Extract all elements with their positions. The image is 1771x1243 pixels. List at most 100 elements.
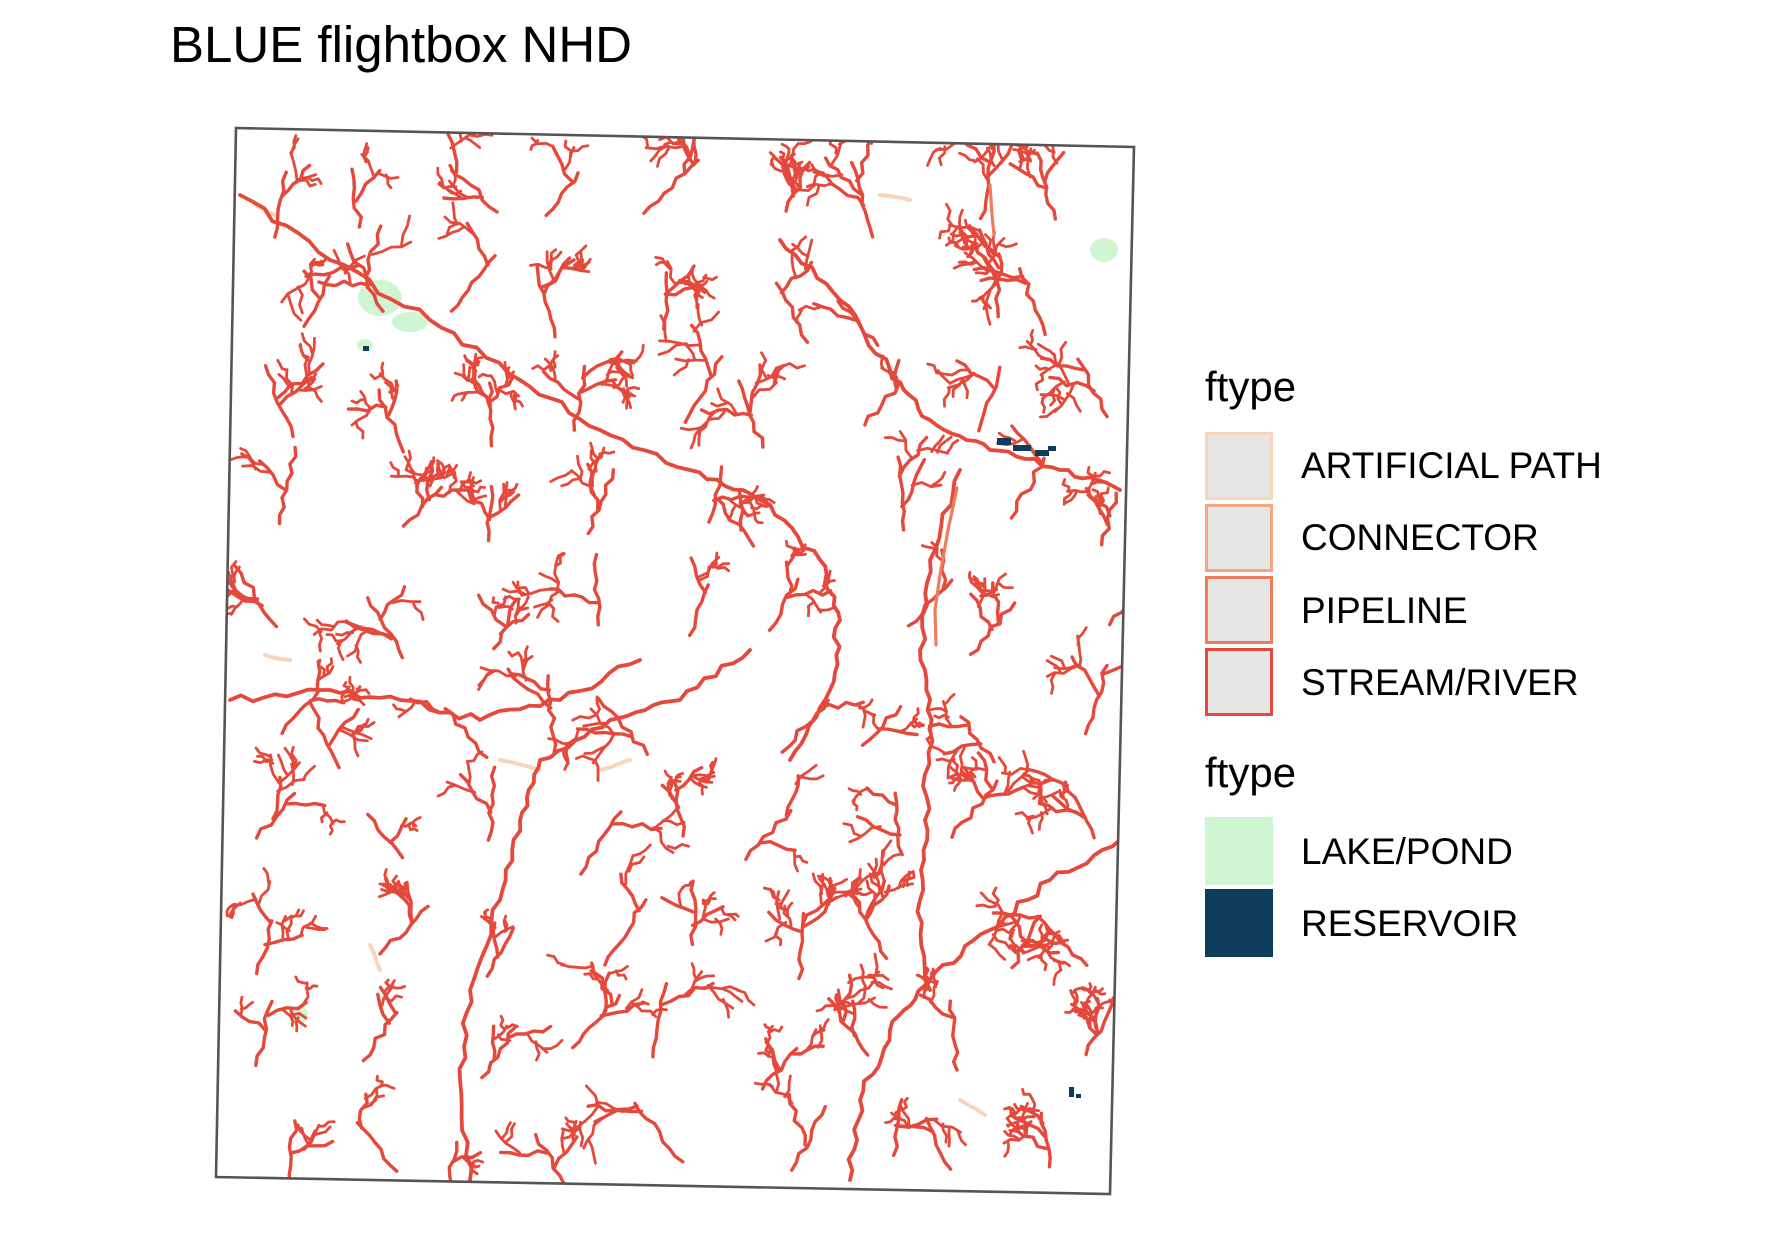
stream-segment (1005, 112, 1012, 122)
stream-segment (590, 961, 614, 1006)
stream-segment (346, 628, 370, 658)
stream-segment (1084, 486, 1112, 518)
stream-segment (494, 1129, 521, 1154)
main-stream (846, 838, 1122, 1182)
legend-label-reservoir: RESERVOIR (1301, 903, 1519, 944)
stream-segment (666, 776, 673, 797)
stream-segment (986, 142, 1014, 179)
stream-segment (623, 385, 641, 393)
stream-segment (266, 1000, 308, 1018)
stream-segment (977, 365, 1002, 433)
stream-segment (1063, 780, 1096, 840)
stream-segment (1100, 491, 1118, 547)
stream-segment (863, 382, 901, 427)
stream-segment (893, 791, 904, 857)
stream-segment (442, 195, 484, 201)
stream-segment (343, 620, 392, 638)
stream-segment (627, 855, 646, 873)
stream-segment (486, 381, 495, 448)
stream-segment (1071, 986, 1087, 995)
stream-segment (866, 94, 876, 108)
stream-segment (1039, 393, 1065, 401)
stream-segment (1040, 396, 1046, 414)
stream-segment (791, 242, 810, 258)
stream-segment (1003, 1140, 1010, 1158)
stream-segment (710, 757, 718, 775)
stream-segment (801, 774, 825, 781)
stream-segment (829, 119, 853, 122)
stream-segment (701, 891, 716, 903)
stream-segment (389, 474, 415, 479)
flightbox-outline (214, 126, 1136, 1196)
pipeline-segment (988, 183, 996, 237)
stream-segment (925, 737, 947, 755)
stream-river-layer (216, 94, 1154, 1194)
stream-segment (605, 370, 622, 377)
stream-segment (451, 201, 459, 226)
stream-segment (897, 435, 929, 478)
stream-segment (595, 695, 601, 717)
stream-segment (1065, 392, 1082, 413)
stream-segment (548, 350, 557, 370)
stream-segment (554, 552, 566, 568)
stream-segment (956, 1129, 967, 1147)
stream-segment (302, 1129, 317, 1151)
stream-segment (1027, 815, 1034, 835)
stream-segment (363, 224, 383, 280)
stream-segment (371, 240, 413, 256)
stream-segment (780, 142, 791, 156)
stream-segment (719, 906, 737, 922)
stream-segment (357, 1092, 369, 1130)
stream-segment (1030, 1096, 1037, 1118)
stream-segment (547, 601, 560, 623)
stream-segment (837, 991, 843, 1011)
stream-segment (675, 94, 699, 125)
stream-segment (280, 690, 320, 735)
legend-label-pipeline: PIPELINE (1301, 590, 1468, 631)
stream-segment (253, 758, 275, 765)
stream-segment (294, 1016, 300, 1033)
stream-segment (275, 921, 291, 932)
stream-segment (308, 697, 346, 705)
stream-segment (1131, 669, 1134, 689)
reservoir-polygon (1048, 446, 1056, 451)
stream-segment (930, 434, 945, 454)
stream-segment (661, 819, 686, 827)
stream-segment (829, 1004, 855, 1016)
stream-segment (1140, 665, 1154, 673)
main-stream (238, 193, 842, 762)
stream-segment (609, 357, 636, 365)
stream-segment (436, 783, 457, 798)
stream-segment (280, 273, 312, 304)
stream-segment (325, 657, 334, 673)
stream-segment (669, 772, 684, 782)
stream-segment (553, 563, 561, 593)
stream-segment (489, 374, 499, 395)
stream-segment (530, 136, 555, 148)
stream-segment (228, 560, 238, 583)
stream-segment (786, 588, 833, 599)
main-stream (778, 238, 1122, 492)
stream-segment (460, 481, 476, 493)
stream-segment (1017, 149, 1032, 163)
stream-segment (437, 222, 458, 240)
stream-segment (867, 998, 888, 1009)
stream-segment (998, 242, 1018, 248)
stream-segment (900, 458, 927, 509)
stream-segment (273, 170, 288, 239)
stream-segment (551, 144, 574, 183)
stream-segment (284, 801, 327, 808)
artificial-path-segment (958, 1098, 987, 1117)
stream-segment (447, 463, 457, 479)
stream-segment (691, 905, 725, 927)
reservoir-polygon (1013, 445, 1031, 451)
stream-segment (350, 398, 367, 405)
stream-segment (712, 565, 731, 573)
stream-segment (882, 852, 902, 867)
stream-segment (968, 571, 978, 587)
stream-segment (488, 493, 521, 519)
stream-segment (308, 700, 341, 770)
stream-segment (968, 238, 977, 258)
stream-segment (257, 459, 288, 493)
